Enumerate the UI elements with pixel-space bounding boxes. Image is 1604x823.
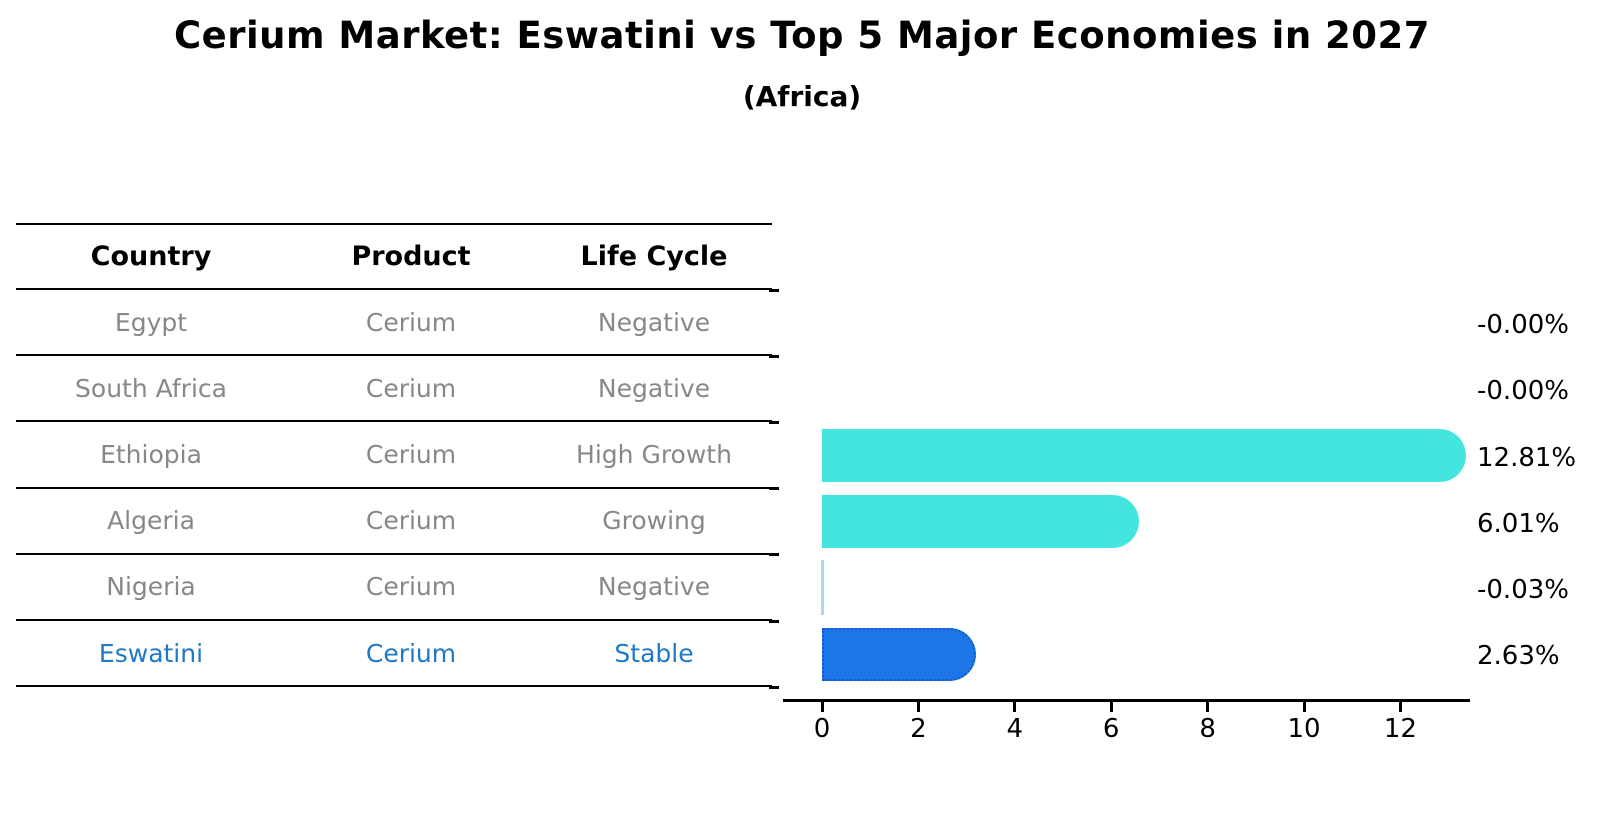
value-label: 2.63% xyxy=(1477,641,1560,672)
x-tick-label: 6 xyxy=(1102,714,1120,744)
table-row: Eswatini Cerium Stable xyxy=(16,621,772,688)
chart-title: Cerium Market: Eswatini vs Top 5 Major E… xyxy=(173,14,1431,57)
bar-nigeria xyxy=(821,560,824,616)
bar-highlight-eswatini xyxy=(822,627,976,681)
product-cell: Cerium xyxy=(365,439,457,469)
table-row: Egypt Cerium Negative xyxy=(16,290,772,357)
x-tick-mark xyxy=(1206,702,1210,712)
table-row: South Africa Cerium Negative xyxy=(16,356,772,423)
x-tick-label: 12 xyxy=(1383,714,1417,744)
table-row: Nigeria Cerium Negative xyxy=(16,555,772,621)
y-tick-mark xyxy=(769,420,779,424)
table-row: Algeria Cerium Growing xyxy=(16,489,772,555)
lifecycle-cell: Negative xyxy=(597,572,711,602)
table-body: Egypt Cerium Negative South Africa Cerium Neg… xyxy=(16,290,772,688)
country-cell: Algeria xyxy=(107,506,195,536)
value-label: -0.03% xyxy=(1477,574,1569,605)
value-label: 6.01% xyxy=(1477,508,1560,539)
x-tick-label: 8 xyxy=(1199,714,1216,744)
col-header-lifecycle: Life Cycle xyxy=(580,241,728,272)
y-tick-mark xyxy=(769,619,779,623)
lifecycle-cell: Negative xyxy=(597,373,711,403)
x-tick-mark xyxy=(1398,702,1402,712)
country-cell: Nigeria xyxy=(106,572,196,602)
bar-algeria xyxy=(822,495,1139,549)
country-cell: Egypt xyxy=(114,307,188,337)
product-cell: Cerium xyxy=(365,307,457,337)
table-row: Ethiopia Cerium High Growth xyxy=(16,422,772,489)
bar-ethiopia xyxy=(822,429,1467,482)
x-tick-mark xyxy=(916,702,920,712)
y-tick-mark xyxy=(769,288,779,292)
x-tick-label: 10 xyxy=(1287,714,1321,744)
value-label: 12.81% xyxy=(1477,442,1577,473)
product-cell: Cerium xyxy=(365,373,457,403)
lifecycle-cell: Negative xyxy=(597,307,711,337)
table-header-row: Country Product Life Cycle xyxy=(16,223,772,290)
lifecycle-cell: High Growth xyxy=(576,439,732,469)
y-tick-mark xyxy=(769,553,779,557)
product-cell: Cerium xyxy=(365,638,457,668)
country-table: Country Product Life Cycle Egypt Cerium Ne… xyxy=(16,223,772,688)
country-cell: Eswatini xyxy=(98,638,204,668)
value-label: -0.00% xyxy=(1477,376,1569,407)
y-tick-mark xyxy=(769,685,779,689)
col-header-country: Country xyxy=(90,241,212,272)
y-tick-mark xyxy=(769,354,779,358)
product-cell: Cerium xyxy=(365,572,457,602)
x-tick-label: 4 xyxy=(1006,714,1024,744)
product-cell: Cerium xyxy=(365,506,457,536)
chart-subtitle: (Africa) xyxy=(742,80,862,113)
x-tick-label: 2 xyxy=(910,714,927,744)
col-header-product: Product xyxy=(351,241,471,272)
x-tick-mark xyxy=(820,702,824,712)
x-axis-line xyxy=(783,699,1470,702)
country-cell: South Africa xyxy=(75,373,227,403)
x-tick-mark xyxy=(1302,702,1306,712)
value-label: -0.00% xyxy=(1477,310,1569,341)
x-tick-mark xyxy=(1109,702,1113,712)
lifecycle-cell: Growing xyxy=(602,506,706,536)
x-tick-mark xyxy=(1013,702,1017,712)
x-tick-label: 0 xyxy=(813,714,831,744)
lifecycle-cell: Stable xyxy=(614,638,694,668)
y-tick-mark xyxy=(769,487,779,491)
country-cell: Ethiopia xyxy=(100,439,202,469)
